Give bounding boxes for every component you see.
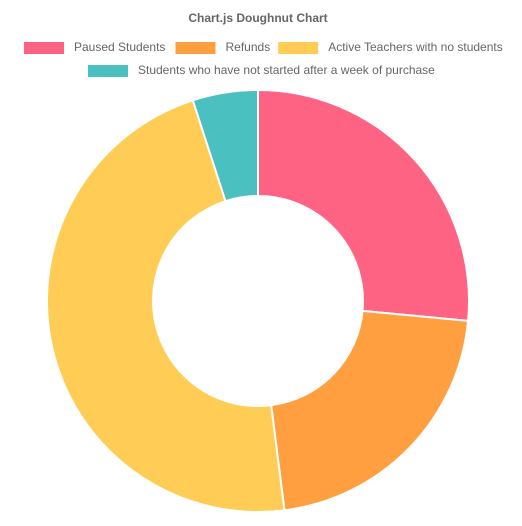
legend-swatch-1[interactable] <box>175 42 216 54</box>
slice-2[interactable] <box>46 99 286 513</box>
legend: Paused Students Refunds Active Teachers wi… <box>24 40 503 77</box>
legend-label-3[interactable]: Students who have not started after a we… <box>138 63 435 77</box>
legend-label-0[interactable]: Paused Students <box>74 40 165 54</box>
slice-1[interactable] <box>270 309 470 512</box>
legend-swatch-3[interactable] <box>88 65 128 77</box>
slice-3[interactable] <box>191 88 259 203</box>
legend-label-2[interactable]: Active Teachers with no students <box>328 40 503 54</box>
doughnut-slices <box>46 88 470 513</box>
legend-swatch-0[interactable] <box>24 42 64 54</box>
legend-swatch-2[interactable] <box>278 42 319 54</box>
chart-title: Chart.js Doughnut Chart <box>188 11 327 25</box>
legend-label-1[interactable]: Refunds <box>226 40 271 54</box>
slice-0[interactable] <box>257 88 470 322</box>
